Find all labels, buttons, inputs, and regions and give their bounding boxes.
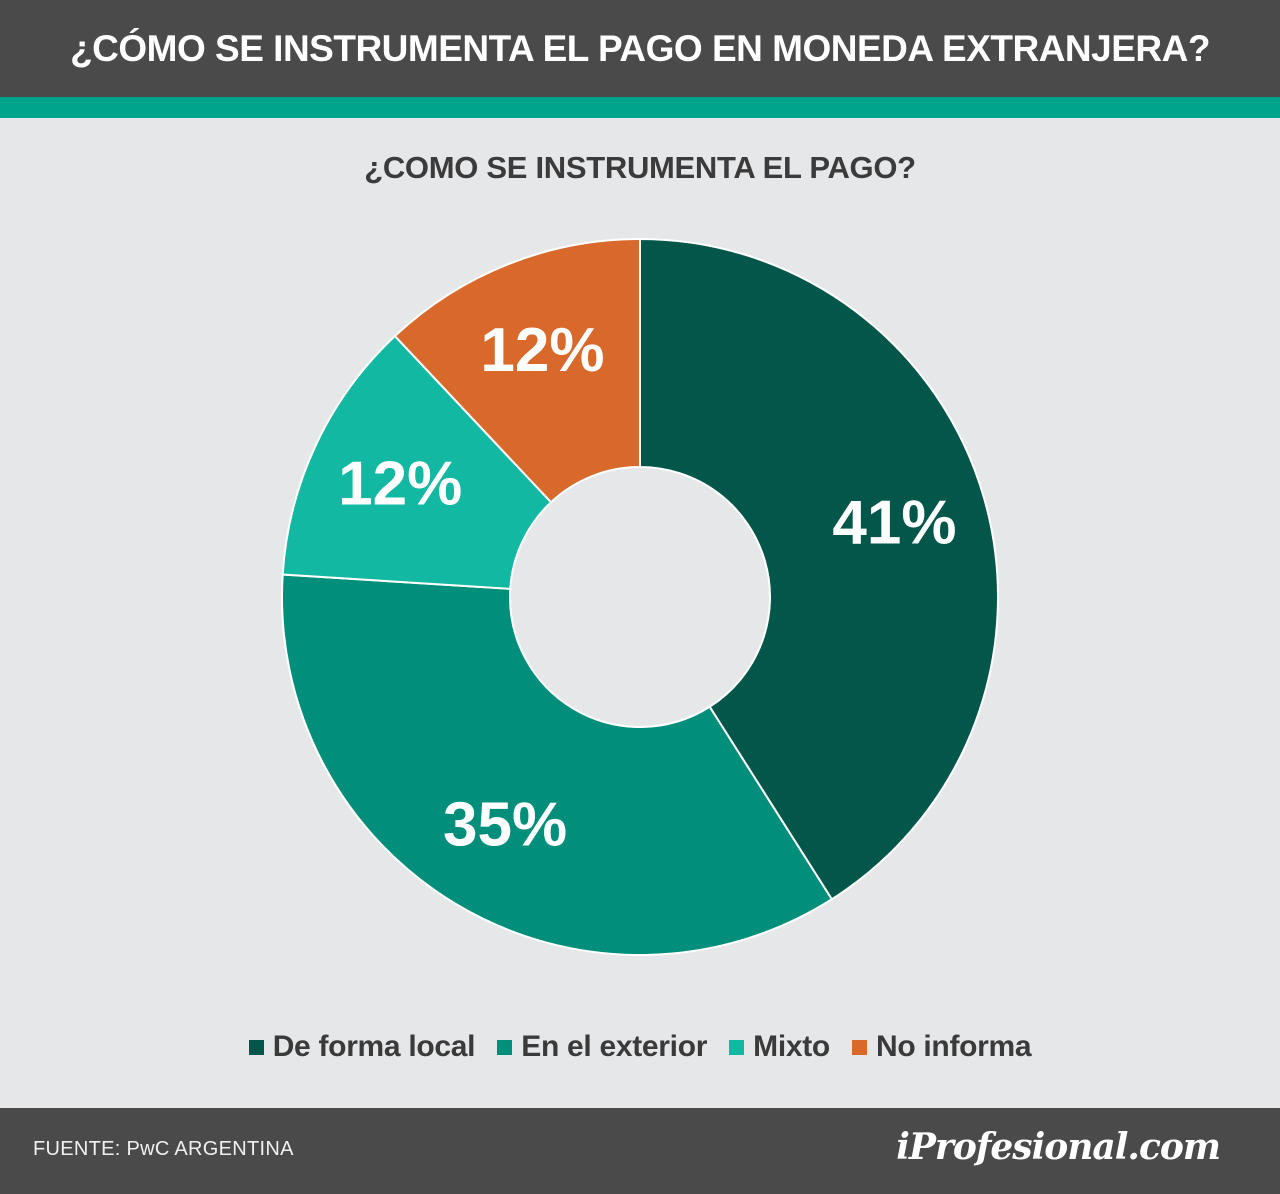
legend-item-mixto: Mixto [729, 1030, 830, 1064]
legend-swatch [248, 1039, 264, 1055]
header-bar: ¿CÓMO SE INSTRUMENTA EL PAGO EN MONEDA E… [0, 0, 1280, 97]
legend-label: De forma local [272, 1030, 476, 1063]
iprofesional-logo: iProfesional.com [896, 1126, 1221, 1168]
chart-legend: De forma local En el exterior Mixto No info… [0, 1026, 1280, 1068]
slice-mixto [281, 334, 553, 590]
source-note: FUENTE: PwC ARGENTINA [33, 1138, 294, 1160]
accent-bar [0, 97, 1280, 118]
page-title: ¿CÓMO SE INSTRUMENTA EL PAGO EN MONEDA E… [70, 27, 1210, 69]
legend-swatch [851, 1039, 867, 1055]
legend-swatch [497, 1039, 513, 1055]
slice-de-forma-local [639, 237, 999, 901]
legend-label: En el exterior [521, 1030, 708, 1063]
footer-bar: FUENTE: PwC ARGENTINA iProfesional.com [0, 1108, 1280, 1194]
legend-label: Mixto [753, 1030, 830, 1063]
legend-item-no-informa: No informa [851, 1030, 1032, 1064]
chart-title: ¿COMO SE INSTRUMENTA EL PAGO? [364, 150, 916, 185]
slice-label-no-informa: 12% [480, 316, 604, 385]
legend-label: No informa [875, 1030, 1032, 1063]
legend-item-de-forma-local: De forma local [248, 1030, 476, 1064]
legend-item-en-el-exterior: En el exterior [497, 1030, 707, 1064]
slice-label-mixto: 12% [338, 450, 462, 519]
slice-label-en-el-exterior: 35% [443, 791, 567, 860]
legend-swatch [729, 1039, 745, 1055]
slice-en-el-exterior [281, 573, 834, 956]
slice-label-de-forma-local: 41% [832, 489, 956, 558]
slice-no-informa [393, 237, 641, 504]
